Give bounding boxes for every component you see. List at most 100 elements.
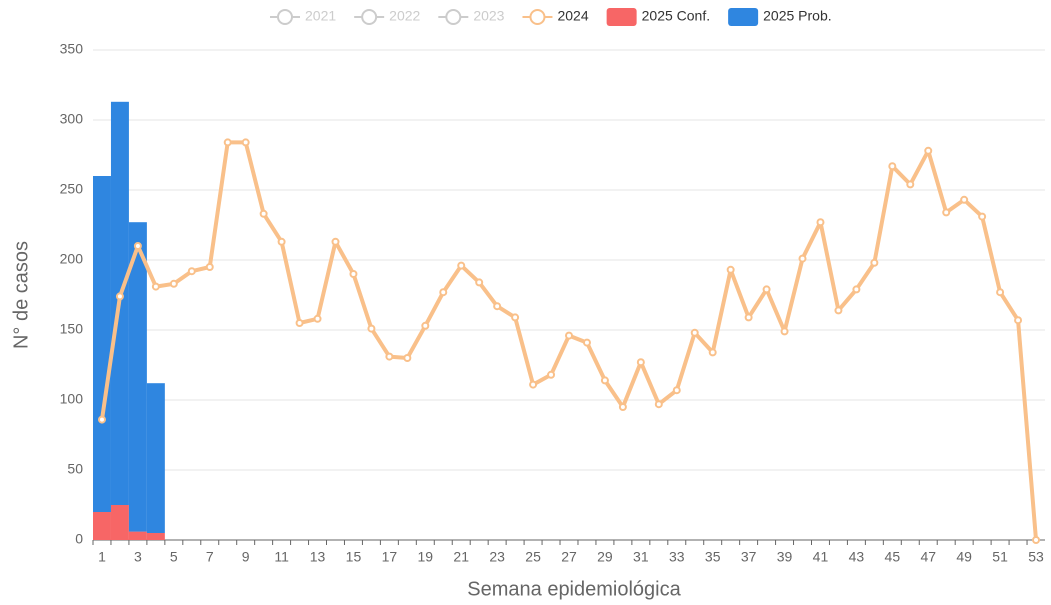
point: [834, 306, 843, 315]
legend-icon: [529, 9, 546, 25]
x-tick-label: 51: [992, 549, 1008, 565]
x-tick-label: 31: [633, 549, 649, 565]
legend: 2021 2022 2023 2024 2025 Conf. 2025 Prob.: [270, 8, 832, 26]
point: [133, 242, 142, 250]
legend-item[interactable]: 2022: [354, 8, 421, 25]
x-tick-label: 27: [561, 549, 577, 565]
point: [565, 331, 573, 340]
point: [277, 237, 286, 246]
y-axis-title: N° de casos: [10, 241, 32, 349]
legend-label: 2022: [389, 8, 420, 24]
point: [924, 146, 933, 155]
point: [421, 321, 430, 330]
point: [978, 212, 987, 221]
legend-icon: [445, 9, 462, 25]
point: [259, 209, 268, 218]
point: [636, 358, 645, 367]
legend-icon: [728, 8, 759, 26]
point: [205, 263, 214, 271]
point: [870, 258, 879, 267]
line: [100, 140, 1039, 541]
point: [97, 415, 106, 424]
y-tick-label: 200: [60, 251, 84, 267]
legend-item[interactable]: 2025 Prob.: [728, 8, 832, 26]
y-tick-label: 300: [60, 111, 84, 127]
x-tick-label: 25: [525, 549, 541, 565]
x-tick-label: 17: [382, 549, 398, 565]
bar: [146, 383, 165, 533]
point: [618, 403, 627, 411]
point: [313, 314, 322, 323]
point: [349, 270, 358, 278]
x-tick-label: 7: [206, 549, 214, 565]
point: [690, 328, 699, 337]
bar: [128, 222, 147, 532]
point: [1014, 316, 1023, 325]
x-tick-label: 21: [453, 549, 469, 565]
legend-icon: [606, 8, 637, 26]
point: [367, 324, 376, 333]
point: [888, 162, 897, 171]
x-tick-label: 11: [274, 549, 289, 565]
x-tick-label: 3: [134, 549, 142, 565]
point: [547, 370, 556, 379]
bar: [110, 505, 129, 540]
legend-item[interactable]: 2023: [438, 8, 505, 25]
x-tick-label: 9: [242, 549, 250, 565]
legend-item[interactable]: 2025 Conf.: [606, 8, 711, 26]
point: [403, 354, 412, 362]
bar: [146, 533, 165, 540]
point: [529, 380, 538, 389]
point: [169, 279, 178, 288]
point: [582, 338, 591, 347]
legend-icon: [361, 9, 378, 25]
point: [1032, 536, 1041, 544]
point: [762, 285, 771, 294]
point: [385, 352, 394, 361]
legend-icon: [277, 9, 293, 25]
point: [223, 138, 232, 147]
legend-label: 2023: [473, 8, 504, 24]
point: [798, 254, 807, 263]
legend-label: 2024: [557, 8, 588, 24]
x-tick-label: 35: [705, 549, 721, 565]
legend-label: 2021: [305, 8, 336, 24]
y-tick-label: 100: [60, 391, 84, 407]
x-tick-label: 37: [741, 549, 757, 565]
point: [187, 267, 196, 276]
point: [295, 319, 304, 327]
bar: [93, 176, 111, 512]
point: [457, 261, 466, 270]
point: [475, 278, 484, 287]
point: [906, 180, 915, 189]
point: [600, 376, 609, 385]
point: [708, 348, 717, 357]
x-tick-label: 43: [849, 549, 865, 565]
point: [511, 313, 520, 322]
y-tick-label: 250: [60, 181, 84, 197]
x-tick-label: 23: [489, 549, 505, 565]
point: [115, 292, 124, 301]
point: [960, 195, 969, 204]
x-tick-label: 29: [597, 549, 613, 565]
legend-item[interactable]: 2021: [270, 8, 336, 25]
x-axis-title: Semana epidemiológica: [467, 578, 681, 600]
x-tick-label: 47: [920, 549, 936, 565]
x-tick-label: 41: [813, 549, 829, 565]
point: [816, 218, 825, 227]
y-tick-label: 0: [75, 531, 83, 547]
point: [672, 386, 681, 395]
point: [439, 288, 448, 297]
point: [241, 138, 250, 147]
legend-item[interactable]: 2024: [522, 8, 589, 25]
point: [780, 327, 789, 336]
x-tick-label: 53: [1028, 549, 1044, 565]
point: [331, 237, 340, 246]
x-tick-label: 19: [418, 549, 434, 565]
x-tick-label: 33: [669, 549, 685, 565]
x-tick-label: 5: [170, 549, 178, 565]
point: [654, 400, 663, 409]
y-tick-label: 350: [60, 41, 84, 57]
